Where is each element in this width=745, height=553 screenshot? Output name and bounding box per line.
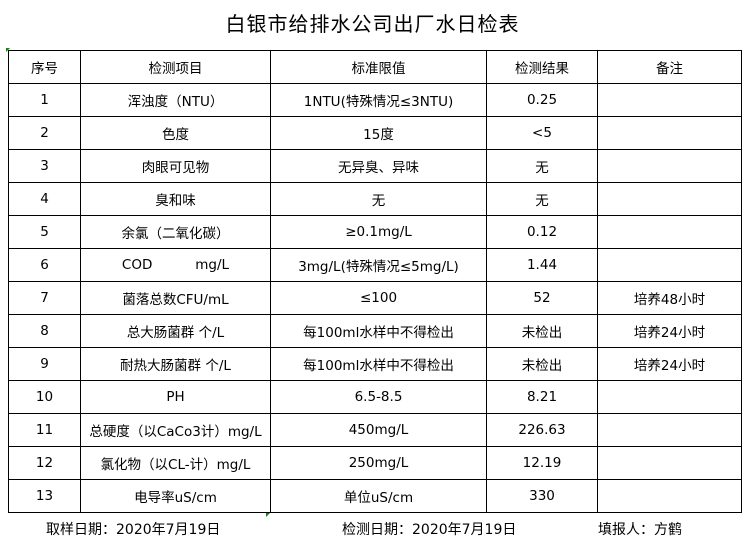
- table-cell: [597, 380, 742, 414]
- table-cell: 12.19: [486, 446, 598, 480]
- table-cell: [597, 446, 742, 480]
- table-cell: [597, 116, 742, 150]
- table-cell: 电导率uS/cm: [80, 479, 271, 513]
- table-cell: 2: [8, 116, 81, 150]
- table-cell: [597, 182, 742, 216]
- table-cell: ≤100: [270, 281, 487, 315]
- table-cell: 52: [486, 281, 598, 315]
- table-cell: 每100ml水样中不得检出: [270, 314, 487, 348]
- table-cell: 3mg/L(特殊情况≤5mg/L): [270, 248, 487, 282]
- table-cell: 7: [8, 281, 81, 315]
- table-cell: 5: [8, 215, 81, 249]
- table-cell: 13: [8, 479, 81, 513]
- table-row: 12 氯化物（以CL-计）mg/L 250mg/L 12.19: [8, 446, 742, 480]
- table-cell: 无: [486, 149, 598, 183]
- table-cell: 330: [486, 479, 598, 513]
- table-cell: 备注: [597, 50, 742, 84]
- table-cell: 总硬度（以CaCo3计）mg/L: [80, 413, 271, 447]
- table-row: 6 COD mg/L 3mg/L(特殊情况≤5mg/L) 1.44: [8, 248, 742, 282]
- table-cell: 无: [270, 182, 487, 216]
- table-cell: ≥0.1mg/L: [270, 215, 487, 249]
- table-row: 10 PH 6.5-8.5 8.21: [8, 380, 742, 414]
- table-cell: 标准限值: [270, 50, 487, 84]
- table-cell: PH: [80, 380, 271, 414]
- table-cell: 未检出: [486, 314, 598, 348]
- table-cell: 氯化物（以CL-计）mg/L: [80, 446, 271, 480]
- table-cell: 450mg/L: [270, 413, 487, 447]
- table-cell: 1NTU(特殊情况≤3NTU): [270, 83, 487, 117]
- table-cell: 每100ml水样中不得检出: [270, 347, 487, 381]
- table-cell: 6.5-8.5: [270, 380, 487, 414]
- table-cell: [597, 83, 742, 117]
- table-cell: 1: [8, 83, 81, 117]
- table-cell: 3: [8, 149, 81, 183]
- table-cell: <5: [486, 116, 598, 150]
- table-cell: 序号: [8, 50, 81, 84]
- table-row: 5 余氯（二氧化碳） ≥0.1mg/L 0.12: [8, 215, 742, 249]
- table-row: 1 浑浊度（NTU） 1NTU(特殊情况≤3NTU) 0.25: [8, 83, 742, 117]
- table-row: 3 肉眼可见物 无异臭、异味无: [8, 149, 742, 183]
- table-cell: 6: [8, 248, 81, 282]
- table-cell: 单位uS/cm: [270, 479, 487, 513]
- table-cell: 4: [8, 182, 81, 216]
- sample-date: 取样日期：2020年7月19日: [46, 522, 221, 538]
- table-cell: 8: [8, 314, 81, 348]
- table-row: 8 总大肠菌群 个/L 每100ml水样中不得检出 未检出 培养24小时: [8, 314, 742, 348]
- table-cell: 肉眼可见物: [80, 149, 271, 183]
- page-title: 白银市给排水公司出厂水日检表: [225, 12, 520, 36]
- table-row: 2 色度 15度 <5: [8, 116, 742, 150]
- table-cell: [597, 248, 742, 282]
- table-cell: 培养24小时: [597, 347, 742, 381]
- table-cell: COD mg/L: [80, 248, 271, 282]
- table-header-row: 序号 检测项目 标准限值 检测结果 备注: [8, 50, 742, 84]
- table-cell: 培养24小时: [597, 314, 742, 348]
- table-cell: 臭和味: [80, 182, 271, 216]
- table-cell: [597, 149, 742, 183]
- table-row: 7 菌落总数CFU/mL ≤100 52 培养48小时: [8, 281, 742, 315]
- inspection-table: 序号 检测项目 标准限值 检测结果 备注 1 浑浊度（NTU） 1NTU(特殊情况≤3NTU)…: [8, 50, 742, 513]
- table-cell: 检测项目: [80, 50, 271, 84]
- table-cell: 浑浊度（NTU）: [80, 83, 271, 117]
- table-cell: [597, 413, 742, 447]
- table-cell: 10: [8, 380, 81, 414]
- table-row: 13 电导率uS/cm 单位uS/cm 330: [8, 479, 742, 513]
- table-cell: 培养48小时: [597, 281, 742, 315]
- table-cell: 226.63: [486, 413, 598, 447]
- table-cell: 总大肠菌群 个/L: [80, 314, 271, 348]
- table-cell: 8.21: [486, 380, 598, 414]
- cell-marker: [266, 513, 270, 517]
- table-cell: 余氯（二氧化碳）: [80, 215, 271, 249]
- table-cell: 色度: [80, 116, 271, 150]
- table-cell: 250mg/L: [270, 446, 487, 480]
- table-cell: 0.25: [486, 83, 598, 117]
- table-cell: 11: [8, 413, 81, 447]
- table-cell: 12: [8, 446, 81, 480]
- table-cell: 耐热大肠菌群 个/L: [80, 347, 271, 381]
- table-cell: 菌落总数CFU/mL: [80, 281, 271, 315]
- table-cell: 未检出: [486, 347, 598, 381]
- table-cell: [597, 479, 742, 513]
- table-cell: [597, 215, 742, 249]
- table-cell: 检测结果: [486, 50, 598, 84]
- table-cell: 无: [486, 182, 598, 216]
- table-cell: 1.44: [486, 248, 598, 282]
- reporter: 填报人：方鹤: [598, 522, 682, 538]
- table-cell: 无异臭、异味: [270, 149, 487, 183]
- table-cell: 9: [8, 347, 81, 381]
- table-row: 4 臭和味无无: [8, 182, 742, 216]
- table-row: 11 总硬度（以CaCo3计）mg/L 450mg/L 226.63: [8, 413, 742, 447]
- table-row: 9 耐热大肠菌群 个/L 每100ml水样中不得检出 未检出 培养24小时: [8, 347, 742, 381]
- test-date: 检测日期：2020年7月19日: [342, 522, 517, 538]
- table-cell: 15度: [270, 116, 487, 150]
- table-cell: 0.12: [486, 215, 598, 249]
